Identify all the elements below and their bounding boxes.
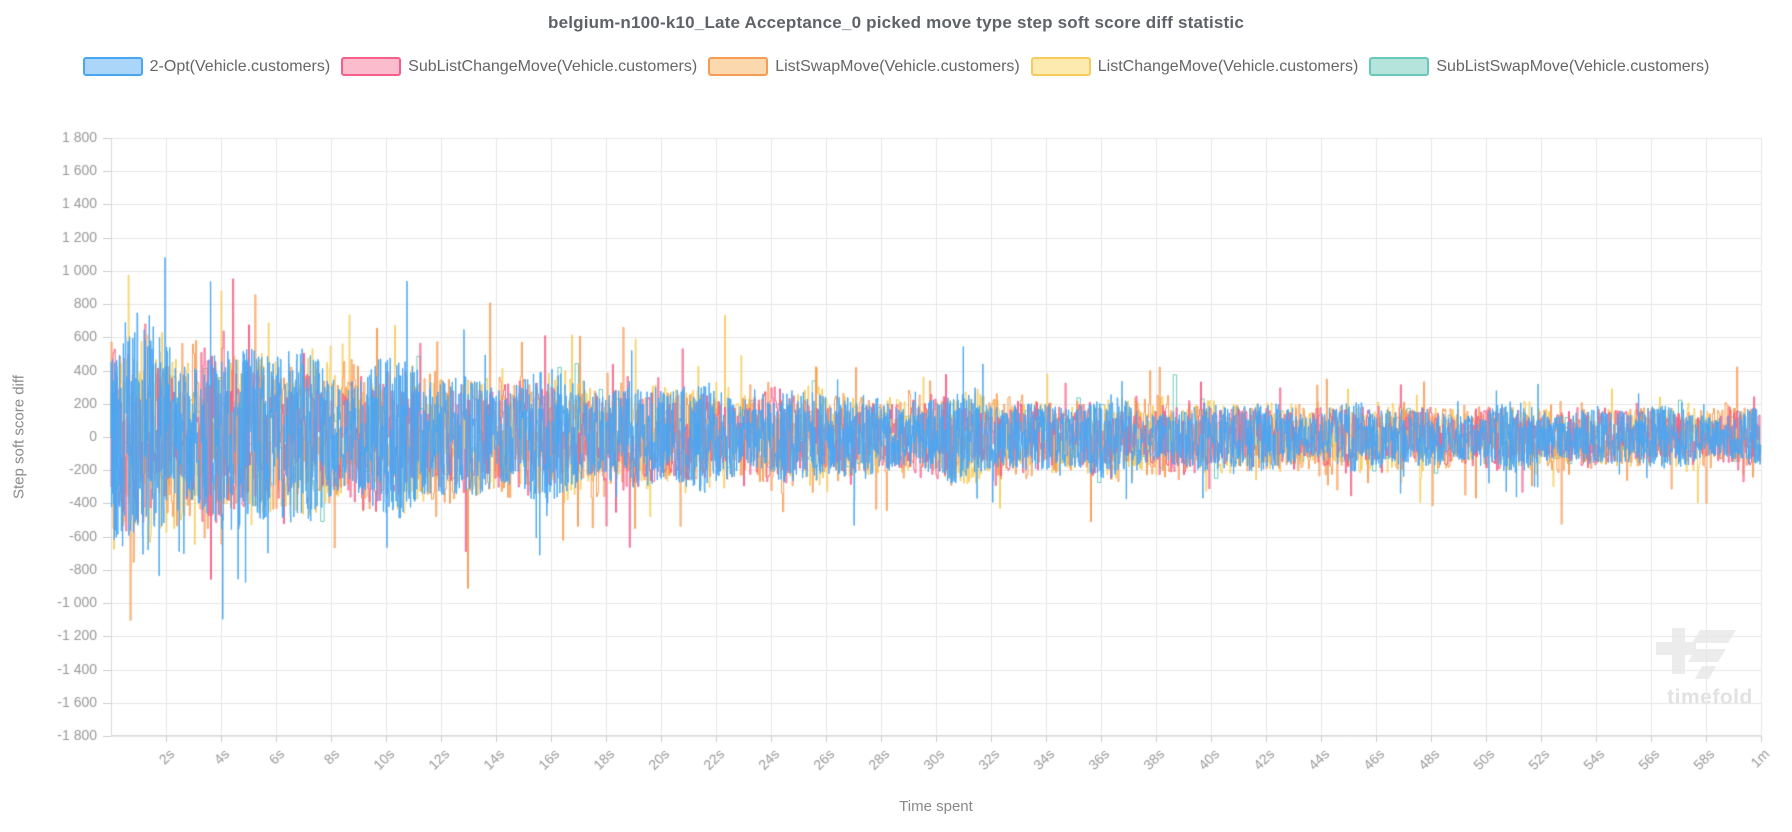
x-axis-title: Time spent <box>899 798 973 815</box>
y-axis-title: Step soft score diff <box>10 375 28 499</box>
